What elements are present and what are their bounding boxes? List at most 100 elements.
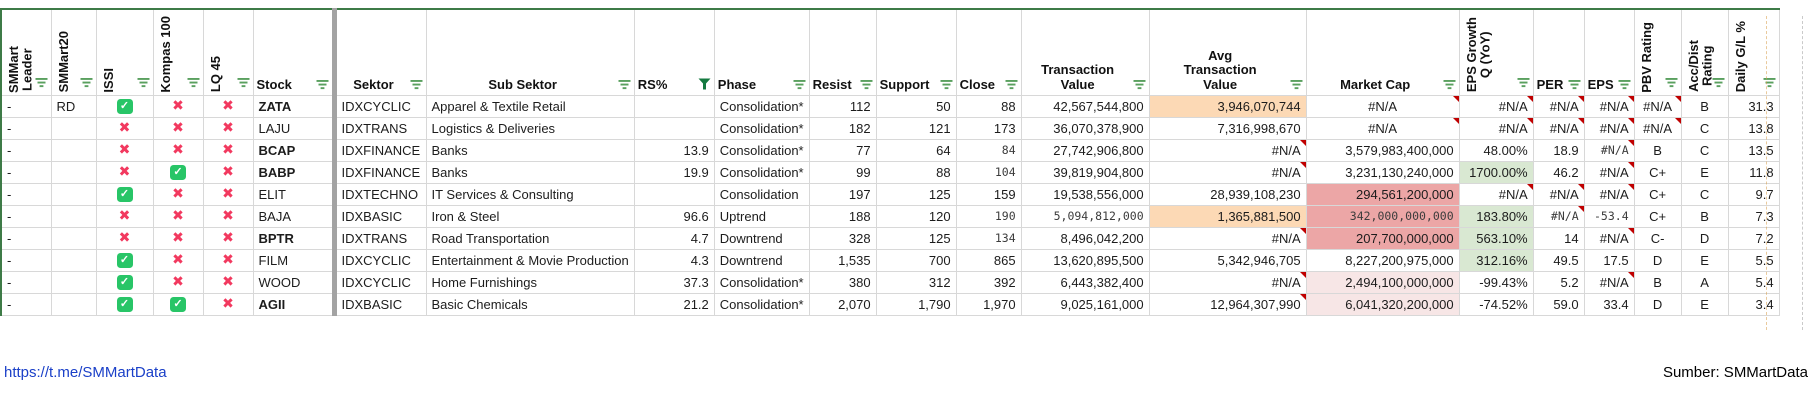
- cell-accdist[interactable]: E: [1680, 292, 1729, 316]
- cell-issi[interactable]: ✖: [95, 226, 154, 250]
- cell-eps[interactable]: 17.5: [1583, 248, 1635, 272]
- filter-icon[interactable]: [35, 76, 48, 91]
- cell-per[interactable]: 46.2: [1532, 160, 1585, 184]
- cell-lq45[interactable]: ✖: [202, 226, 254, 250]
- cell-accdist[interactable]: C: [1680, 182, 1729, 206]
- cell-per[interactable]: #N/A: [1532, 182, 1585, 206]
- filter-icon[interactable]: [187, 76, 200, 91]
- cell-close[interactable]: 134: [955, 226, 1022, 250]
- cell-stock[interactable]: BPTR: [252, 226, 337, 250]
- cell-eps[interactable]: #N/A: [1583, 270, 1635, 294]
- cell-lq45[interactable]: ✖: [202, 270, 254, 294]
- filter-icon[interactable]: [410, 78, 423, 93]
- cell-atv[interactable]: 3,946,070,744: [1148, 94, 1307, 118]
- cell-sektor[interactable]: IDXBASIC: [333, 292, 427, 316]
- filter-icon[interactable]: [137, 76, 150, 91]
- cell-rs[interactable]: 21.2: [633, 292, 715, 316]
- cell-sm20[interactable]: [50, 138, 97, 162]
- cell-close[interactable]: 865: [955, 248, 1022, 272]
- cell-kompas[interactable]: ✖: [152, 226, 204, 250]
- cell-subsektor[interactable]: Road Transportation: [425, 226, 635, 250]
- cell-resist[interactable]: 182: [808, 116, 877, 140]
- cell-per[interactable]: 14: [1532, 226, 1585, 250]
- cell-dgl[interactable]: 7.3: [1727, 204, 1780, 228]
- cell-subsektor[interactable]: Banks: [425, 138, 635, 162]
- cell-leader[interactable]: -: [0, 182, 52, 206]
- cell-lq45[interactable]: ✖: [202, 182, 254, 206]
- cell-issi[interactable]: ✖: [95, 138, 154, 162]
- cell-stock[interactable]: BAJA: [252, 204, 337, 228]
- cell-dgl[interactable]: 31.3: [1727, 94, 1780, 118]
- cell-resist[interactable]: 1,535: [808, 248, 877, 272]
- cell-eps[interactable]: #N/A: [1583, 182, 1635, 206]
- cell-tv[interactable]: 19,538,556,000: [1020, 182, 1150, 206]
- cell-mcap[interactable]: #N/A: [1305, 116, 1460, 140]
- cell-phase[interactable]: Downtrend: [713, 248, 810, 272]
- cell-pbv[interactable]: D: [1633, 248, 1682, 272]
- cell-rs[interactable]: 96.6: [633, 204, 715, 228]
- filter-icon[interactable]: [316, 78, 329, 93]
- cell-lq45[interactable]: ✖: [202, 292, 254, 316]
- cell-stock[interactable]: BCAP: [252, 138, 337, 162]
- cell-stock[interactable]: WOOD: [252, 270, 337, 294]
- cell-subsektor[interactable]: Apparel & Textile Retail: [425, 94, 635, 118]
- cell-resist[interactable]: 112: [808, 94, 877, 118]
- cell-sektor[interactable]: IDXCYCLIC: [333, 248, 427, 272]
- cell-subsektor[interactable]: Basic Chemicals: [425, 292, 635, 316]
- cell-stock[interactable]: ZATA: [252, 94, 337, 118]
- cell-leader[interactable]: -: [0, 116, 52, 140]
- cell-per[interactable]: #N/A: [1532, 116, 1585, 140]
- cell-subsektor[interactable]: Iron & Steel: [425, 204, 635, 228]
- cell-tv[interactable]: 13,620,895,500: [1020, 248, 1150, 272]
- cell-kompas[interactable]: ✓: [152, 160, 204, 184]
- cell-resist[interactable]: 188: [808, 204, 877, 228]
- cell-pbv[interactable]: B: [1633, 138, 1682, 162]
- filter-icon[interactable]: [80, 76, 93, 91]
- cell-close[interactable]: 392: [955, 270, 1022, 294]
- cell-atv[interactable]: #N/A: [1148, 138, 1307, 162]
- cell-subsektor[interactable]: Entertainment & Movie Production: [425, 248, 635, 272]
- cell-lq45[interactable]: ✖: [202, 94, 254, 118]
- cell-phase[interactable]: Consolidation*: [713, 94, 810, 118]
- cell-resist[interactable]: 197: [808, 182, 877, 206]
- cell-close[interactable]: 159: [955, 182, 1022, 206]
- cell-epsg[interactable]: #N/A: [1458, 182, 1534, 206]
- cell-mcap[interactable]: 2,494,100,000,000: [1305, 270, 1460, 294]
- cell-accdist[interactable]: B: [1680, 94, 1729, 118]
- cell-leader[interactable]: -: [0, 138, 52, 162]
- cell-kompas[interactable]: ✖: [152, 204, 204, 228]
- cell-resist[interactable]: 99: [808, 160, 877, 184]
- cell-close[interactable]: 190: [955, 204, 1022, 228]
- cell-eps[interactable]: #N/A: [1583, 138, 1635, 162]
- cell-tv[interactable]: 9,025,161,000: [1020, 292, 1150, 316]
- cell-sm20[interactable]: [50, 160, 97, 184]
- cell-resist[interactable]: 328: [808, 226, 877, 250]
- telegram-link[interactable]: https://t.me/SMMartData: [4, 363, 167, 381]
- cell-accdist[interactable]: D: [1680, 226, 1729, 250]
- cell-atv[interactable]: 1,365,881,500: [1148, 204, 1307, 228]
- cell-atv[interactable]: #N/A: [1148, 160, 1307, 184]
- cell-leader[interactable]: -: [0, 94, 52, 118]
- cell-issi[interactable]: ✓: [95, 270, 154, 294]
- cell-pbv[interactable]: #N/A: [1633, 116, 1682, 140]
- cell-accdist[interactable]: E: [1680, 248, 1729, 272]
- cell-epsg[interactable]: 48.00%: [1458, 138, 1534, 162]
- cell-kompas[interactable]: ✖: [152, 248, 204, 272]
- cell-sektor[interactable]: IDXFINANCE: [333, 138, 427, 162]
- cell-per[interactable]: 5.2: [1532, 270, 1585, 294]
- cell-sm20[interactable]: RD: [50, 94, 97, 118]
- cell-pbv[interactable]: D: [1633, 292, 1682, 316]
- filter-icon[interactable]: [618, 78, 631, 93]
- cell-sektor[interactable]: IDXTRANS: [333, 116, 427, 140]
- cell-lq45[interactable]: ✖: [202, 138, 254, 162]
- cell-close[interactable]: 88: [955, 94, 1022, 118]
- cell-dgl[interactable]: 7.2: [1727, 226, 1780, 250]
- cell-mcap[interactable]: 294,561,200,000: [1305, 182, 1460, 206]
- cell-kompas[interactable]: ✖: [152, 182, 204, 206]
- cell-sm20[interactable]: [50, 182, 97, 206]
- cell-epsg[interactable]: 312.16%: [1458, 248, 1534, 272]
- cell-tv[interactable]: 27,742,906,800: [1020, 138, 1150, 162]
- filter-icon[interactable]: [1712, 76, 1725, 91]
- cell-atv[interactable]: #N/A: [1148, 270, 1307, 294]
- cell-support[interactable]: 1,790: [875, 292, 957, 316]
